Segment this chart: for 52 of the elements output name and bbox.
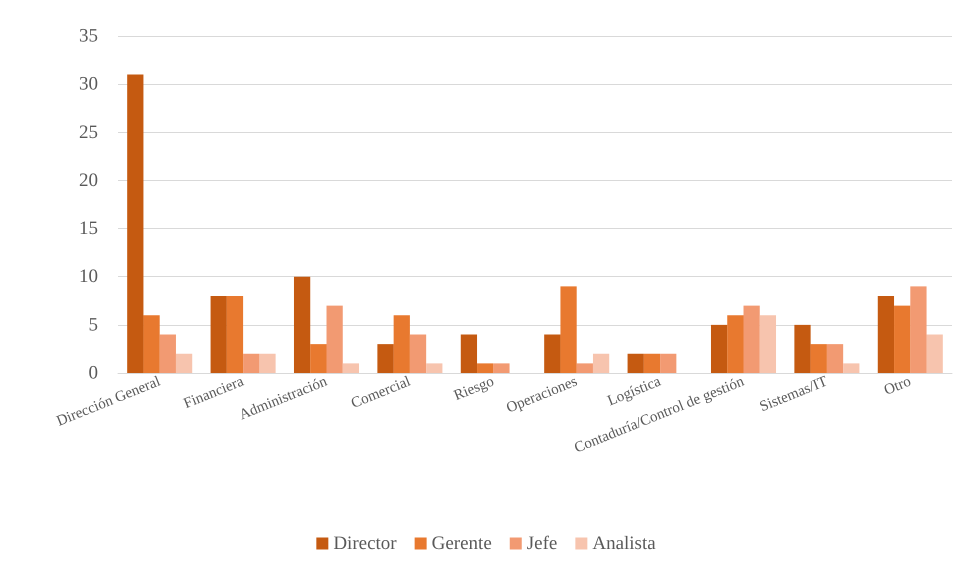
bar (426, 363, 442, 373)
bar (628, 354, 644, 373)
bar (226, 296, 244, 373)
bar (727, 315, 744, 373)
y-tick-label: 30 (79, 74, 98, 95)
y-tick-label: 25 (79, 122, 98, 143)
legend-label: Gerente (432, 533, 492, 554)
bar (560, 286, 577, 373)
legend-label: Analista (592, 533, 656, 554)
x-tick-label: Otro (882, 374, 914, 399)
bar (644, 354, 660, 373)
bar (210, 296, 227, 373)
x-tick-label: Riesgo (452, 374, 496, 404)
bar (127, 74, 144, 373)
bar (894, 306, 910, 373)
bar (810, 344, 827, 373)
bar (910, 286, 927, 373)
bar (843, 363, 860, 373)
bar (326, 306, 343, 373)
legend-label: Jefe (526, 533, 558, 554)
bar (826, 344, 844, 373)
bar (394, 315, 410, 373)
bar (160, 334, 176, 373)
bar (576, 363, 593, 373)
bar (493, 363, 510, 373)
bar (294, 276, 310, 373)
y-tick-label: 0 (88, 362, 98, 384)
bar (926, 334, 943, 373)
bar (477, 363, 494, 373)
bar (660, 354, 676, 373)
y-tick-label: 5 (88, 314, 98, 336)
bar (544, 334, 560, 373)
y-tick-label: 35 (79, 26, 98, 46)
y-tick-label: 15 (79, 218, 98, 240)
bar (760, 315, 776, 373)
bar (243, 354, 260, 373)
bar (744, 306, 760, 373)
bar (342, 363, 360, 373)
bar (377, 344, 394, 373)
bar (410, 334, 426, 373)
bar (710, 324, 728, 373)
bar (176, 354, 192, 373)
y-tick-label: 10 (79, 266, 98, 288)
legend-label: Director (333, 533, 398, 554)
bar (592, 354, 610, 373)
bar (259, 354, 276, 373)
bar (460, 334, 478, 373)
bar (794, 324, 811, 373)
y-tick-label: 20 (79, 170, 98, 191)
bar (878, 296, 894, 373)
bar (143, 315, 160, 373)
bar (310, 344, 326, 373)
